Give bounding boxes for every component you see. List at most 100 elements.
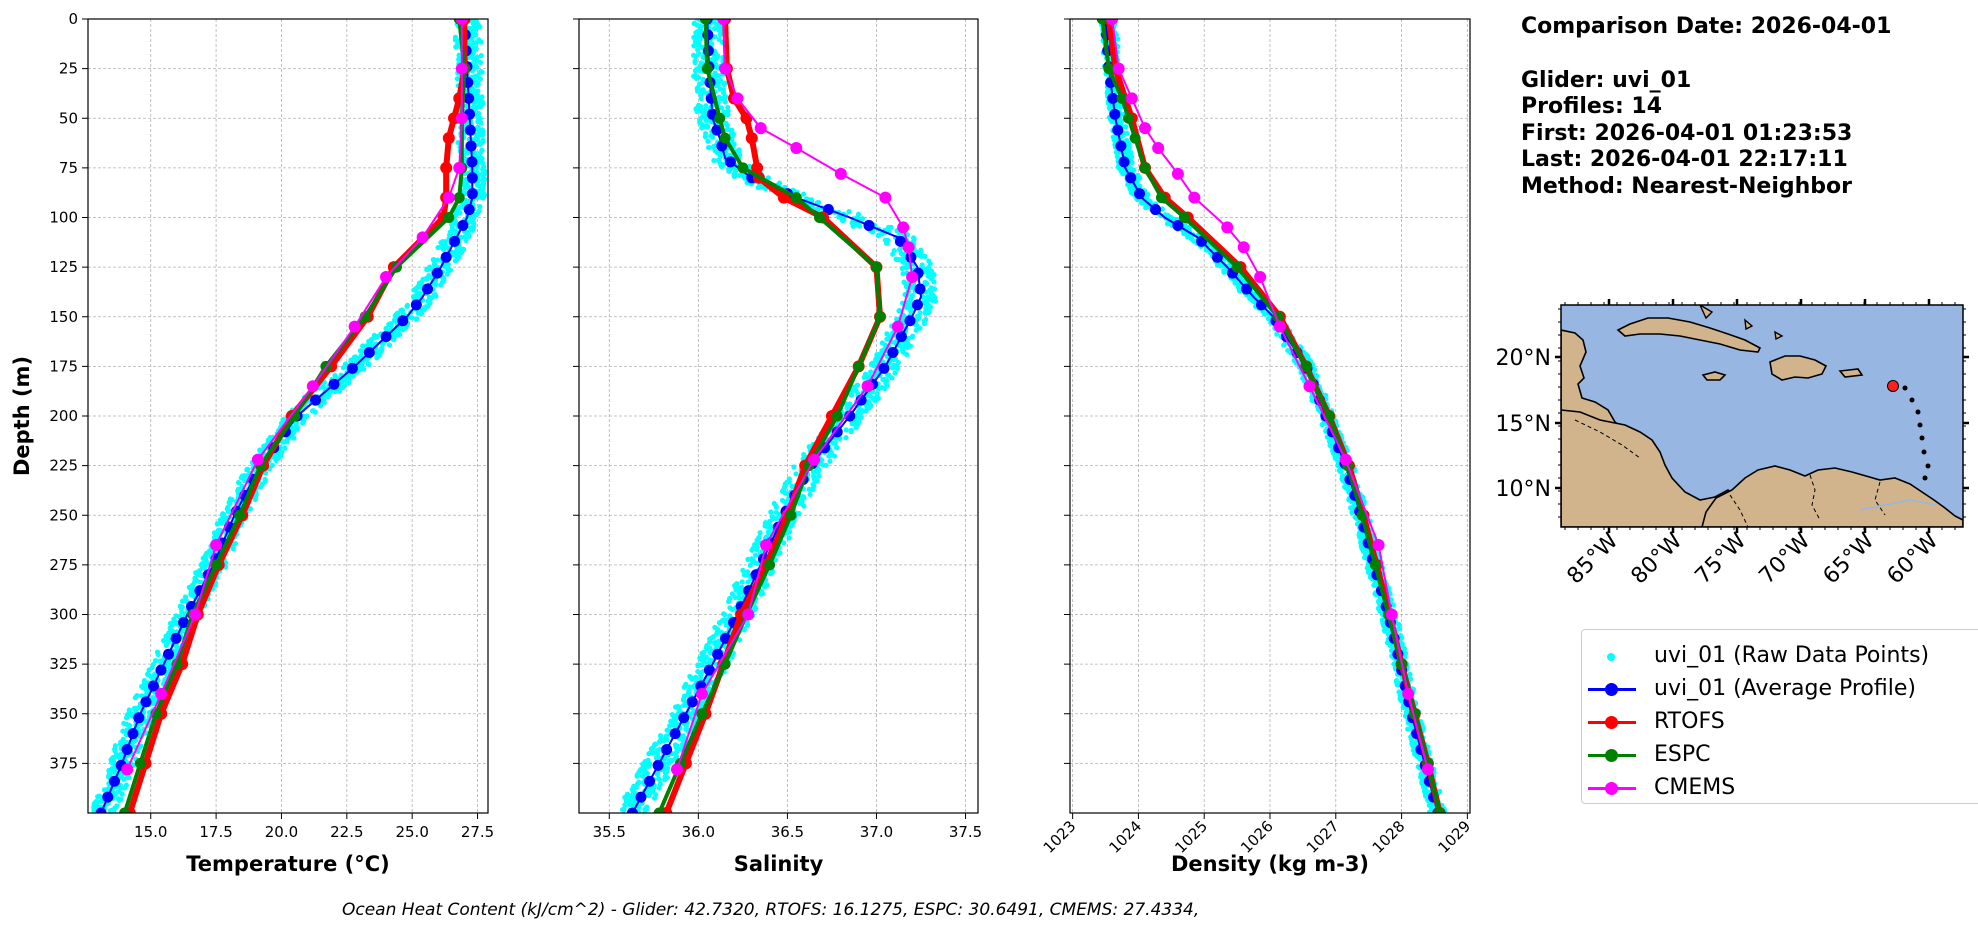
- x-tick-label: 35.5: [593, 823, 626, 841]
- raw-data-point: [340, 365, 346, 371]
- raw-data-point: [931, 279, 937, 285]
- raw-data-point: [634, 773, 640, 779]
- raw-data-point: [462, 185, 469, 191]
- raw-data-point: [1127, 185, 1133, 192]
- series-marker: [121, 763, 134, 776]
- raw-data-point: [904, 352, 910, 358]
- raw-data-point: [365, 361, 371, 367]
- series-marker: [737, 162, 749, 174]
- raw-data-point: [910, 333, 916, 339]
- raw-data-point: [455, 139, 461, 146]
- raw-data-point: [863, 408, 869, 414]
- series-marker: [853, 360, 865, 372]
- raw-data-point: [741, 627, 747, 633]
- raw-data-point: [1109, 118, 1115, 124]
- raw-data-point: [722, 95, 728, 101]
- raw-data-point: [262, 470, 269, 476]
- series-marker: [380, 331, 392, 343]
- raw-data-point: [717, 153, 723, 159]
- raw-data-point: [656, 754, 662, 761]
- x-tick-label: 37.5: [949, 823, 982, 841]
- raw-data-point: [677, 746, 684, 752]
- raw-data-point: [1123, 124, 1129, 130]
- raw-data-point: [767, 518, 773, 524]
- profile-panels: 0255075100125150175200225250275300325350…: [10, 10, 1474, 876]
- raw-data-point: [702, 113, 708, 119]
- series-marker: [911, 299, 923, 311]
- raw-data-point: [786, 535, 792, 541]
- y-tick-label: 150: [49, 308, 78, 326]
- x-tick-label: 1027: [1303, 817, 1343, 857]
- raw-data-point: [768, 509, 774, 515]
- raw-data-point: [698, 95, 704, 102]
- series-marker: [878, 362, 890, 374]
- raw-data-point: [896, 307, 903, 314]
- raw-data-point: [745, 579, 751, 585]
- raw-data-point: [633, 784, 639, 791]
- series-marker: [785, 509, 797, 521]
- raw-data-point: [380, 341, 386, 347]
- raw-data-point: [1357, 534, 1363, 540]
- y-tick-label: 0: [68, 10, 78, 28]
- raw-data-point: [1378, 598, 1384, 605]
- series-marker: [455, 62, 468, 75]
- raw-data-point: [1332, 455, 1338, 461]
- series-marker: [155, 687, 168, 700]
- raw-data-point: [823, 462, 829, 468]
- raw-data-point: [218, 520, 225, 526]
- raw-data-point: [269, 462, 276, 469]
- raw-data-point: [171, 616, 177, 622]
- raw-data-point: [1274, 331, 1280, 337]
- raw-data-point: [470, 49, 477, 56]
- raw-data-point: [724, 126, 730, 133]
- raw-data-point: [707, 650, 713, 656]
- raw-data-point: [291, 435, 297, 441]
- raw-data-point: [704, 646, 710, 652]
- x-axis-label: Temperature (°C): [186, 852, 389, 876]
- raw-data-point: [410, 294, 417, 300]
- series-marker: [813, 212, 825, 223]
- raw-data-point: [477, 59, 484, 66]
- series-marker: [879, 191, 892, 204]
- raw-data-point: [697, 675, 704, 682]
- raw-data-point: [698, 672, 704, 678]
- series-marker: [464, 124, 476, 136]
- series-marker: [108, 775, 120, 787]
- raw-data-point: [619, 807, 626, 813]
- raw-data-point: [179, 609, 185, 615]
- raw-data-point: [913, 322, 919, 328]
- raw-data-point: [749, 547, 755, 553]
- raw-data-point: [781, 540, 787, 546]
- raw-data-point: [918, 253, 924, 259]
- raw-data-point: [833, 444, 839, 450]
- raw-data-point: [801, 503, 807, 509]
- series-marker: [699, 19, 711, 25]
- raw-data-point: [789, 483, 795, 489]
- raw-data-point: [447, 267, 454, 273]
- raw-data-point: [374, 355, 380, 361]
- raw-data-point: [463, 237, 469, 244]
- raw-data-point: [431, 257, 437, 264]
- raw-data-point: [693, 674, 699, 680]
- raw-data-point: [901, 251, 907, 257]
- series-marker: [861, 380, 874, 393]
- raw-data-point: [477, 203, 483, 210]
- raw-data-point: [897, 246, 903, 252]
- series-marker: [453, 161, 466, 174]
- raw-data-point: [418, 311, 425, 317]
- raw-data-point: [120, 728, 126, 734]
- raw-data-point: [927, 261, 933, 267]
- raw-data-point: [1129, 159, 1135, 166]
- series-marker: [127, 728, 139, 740]
- raw-data-point: [646, 792, 652, 799]
- raw-data-point: [691, 20, 697, 26]
- raw-data-point: [312, 409, 318, 415]
- raw-data-point: [179, 598, 186, 604]
- raw-data-point: [801, 452, 807, 458]
- raw-data-point: [1405, 726, 1411, 732]
- raw-data-point: [767, 525, 773, 531]
- raw-data-point: [722, 99, 728, 105]
- series-marker: [834, 167, 847, 180]
- series-marker: [895, 331, 907, 343]
